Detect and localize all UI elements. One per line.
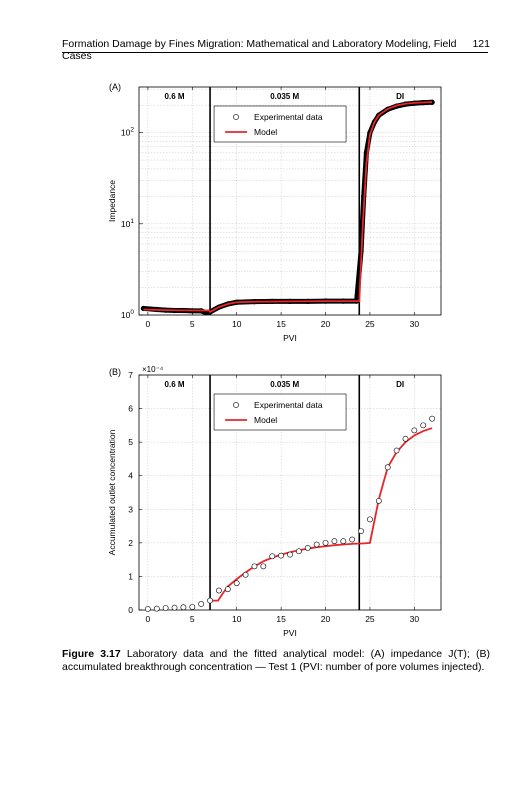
panel-b-legend-label-model: Model <box>254 415 277 425</box>
panel-b-data-point <box>162 605 169 611</box>
panel-a-y-axis-label: Impedance <box>107 180 117 222</box>
panel-b-region-label: 0.6 M <box>165 380 185 389</box>
running-title: Formation Damage by Fines Migration: Mat… <box>62 38 457 62</box>
panel-b-data-point <box>171 604 178 611</box>
panel-b-data-point <box>367 516 373 523</box>
panel-b-data-point <box>358 528 364 535</box>
panel-a-x-axis-label: PVI <box>283 333 297 343</box>
panel-b-data-point <box>189 604 196 610</box>
header-rule <box>62 52 488 53</box>
panel-b-plot-frame <box>138 374 442 611</box>
panel-b-data-point <box>304 544 311 551</box>
panel-a-plot-frame <box>138 86 442 316</box>
panel-b-y-tick-label: 1 <box>128 571 133 581</box>
figure-caption: Figure 3.17 Laboratory data and the fitt… <box>62 648 490 674</box>
panel-b-x-tick-label: 10 <box>232 614 242 624</box>
panel-b-data-point <box>340 538 347 545</box>
panel-b-data-point <box>287 551 293 558</box>
running-head: Formation Damage by Fines Migration: Mat… <box>62 38 490 62</box>
panel-a-legend-label-data: Experimental data <box>254 112 323 122</box>
panel-a-legend-marker-data <box>233 114 239 120</box>
panel-a-x-tick-label: 0 <box>146 319 151 329</box>
panel-a-region-label: 0.6 M <box>165 92 185 101</box>
panel-a-y-tick-label: 102 <box>121 127 134 138</box>
panel-b-region-label: 0.035 M <box>270 380 299 389</box>
panel-b-y-axis-label: Accumulated outlet concentration <box>107 429 117 555</box>
panel-b-legend-box <box>213 393 347 431</box>
panel-a-x-tick-label: 15 <box>276 319 286 329</box>
panel-b-y-tick-label: 5 <box>128 437 133 447</box>
panel-a-x-tick-label: 20 <box>321 319 331 329</box>
panel-b-y-tick-label: 2 <box>128 538 133 548</box>
panel-b-legend-label-data: Experimental data <box>254 400 323 410</box>
panel-b-x-tick-label: 30 <box>410 614 420 624</box>
panel-b-data-point <box>207 597 213 604</box>
panel-b-y-multiplier: ×10⁻⁴ <box>142 365 164 374</box>
panel-b-label: (B) <box>109 367 121 377</box>
panel-a-model-line <box>143 101 433 314</box>
panel-b-data-point <box>402 435 409 442</box>
panel-b-data-point <box>251 563 258 570</box>
panel-b-x-tick-label: 25 <box>365 614 375 624</box>
panel-b-x-tick-label: 15 <box>276 614 286 624</box>
panel-b-data-point <box>322 539 329 546</box>
panel-a-label: (A) <box>109 82 121 92</box>
panel-b-data-point <box>375 497 382 504</box>
panel-b-data-point <box>260 563 267 570</box>
panel-b-data-point <box>393 447 400 454</box>
panel-b-data-point <box>198 601 205 607</box>
caption-text: Laboratory data and the fitted analytica… <box>62 648 490 674</box>
panel-b-data-point <box>331 538 338 545</box>
panel-b-data-point <box>420 422 427 429</box>
panel-b-y-tick-label: 6 <box>128 404 133 414</box>
caption-label: Figure 3.17 <box>62 648 121 660</box>
panel-a-legend-box <box>213 105 347 143</box>
panel-b-data-point <box>144 606 151 612</box>
panel-b-data-point <box>216 587 222 594</box>
panel-b-x-axis-label: PVI <box>283 628 297 638</box>
panel-a-legend-label-model: Model <box>254 127 277 137</box>
panel-a-region-label: 0.035 M <box>270 92 299 101</box>
panel-b-data-point <box>233 580 240 587</box>
panel-b-model-line <box>210 427 433 602</box>
panel-a-x-tick-label: 30 <box>410 319 420 329</box>
panel-b-legend-marker-data <box>233 402 239 408</box>
panel-b-region-label: DI <box>396 380 404 389</box>
panel-b-data-point <box>295 548 302 555</box>
panel-b-data-point <box>224 586 231 593</box>
panel-b-x-tick-label: 0 <box>146 614 151 624</box>
panel-b-y-tick-label: 3 <box>128 504 133 514</box>
panel-b-y-tick-label: 7 <box>128 370 133 380</box>
panel-a-x-tick-label: 5 <box>190 319 195 329</box>
panel-b-data-point <box>313 541 320 548</box>
panel-b-data-point <box>153 605 160 612</box>
panel-a-region-label: DI <box>396 92 404 101</box>
panel-a-y-tick-label: 100 <box>121 309 134 320</box>
panel-b-x-tick-label: 20 <box>321 614 331 624</box>
page-number: 121 <box>472 38 490 50</box>
panel-b-data-point <box>429 415 436 422</box>
panel-a-x-tick-label: 10 <box>232 319 242 329</box>
panel-b-data-point <box>278 552 285 559</box>
panel-a-x-tick-label: 25 <box>365 319 375 329</box>
panel-b-x-tick-label: 5 <box>190 614 195 624</box>
panel-b-data-point <box>180 604 187 611</box>
panel-b-data-point <box>411 427 418 434</box>
panel-b-y-tick-label: 0 <box>128 605 133 615</box>
panel-b-data-point <box>242 571 249 578</box>
panel-b-y-tick-label: 4 <box>128 471 133 481</box>
panel-a-y-tick-label: 101 <box>121 218 134 229</box>
panel-b-data-point <box>269 553 276 560</box>
panel-b-data-point <box>349 536 356 543</box>
panel-b-data-point <box>384 464 391 471</box>
